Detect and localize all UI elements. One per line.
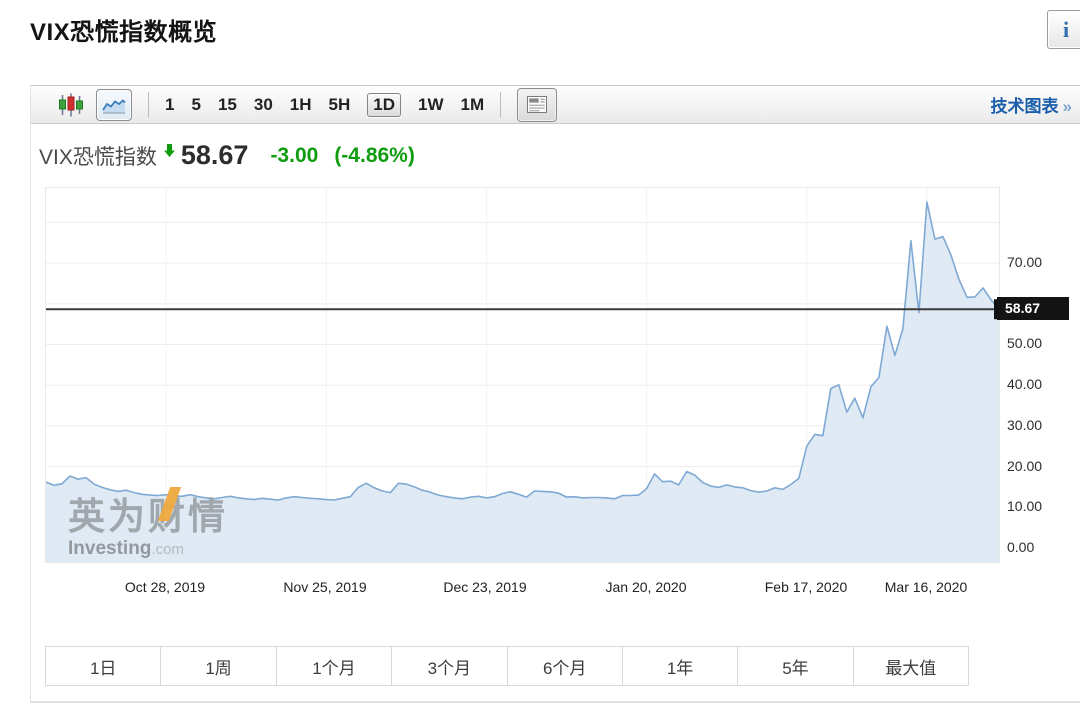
line-chart-icon xyxy=(102,98,126,114)
y-axis-label: 0.00 xyxy=(1007,539,1035,555)
news-panel-icon xyxy=(527,96,548,113)
info-icon: i xyxy=(1062,17,1070,42)
page-title: VIX恐慌指数概览 xyxy=(30,19,218,46)
y-axis-label: 20.00 xyxy=(1007,458,1043,474)
period-3个月[interactable]: 3个月 xyxy=(392,647,508,685)
interval-1H[interactable]: 1H xyxy=(289,94,312,114)
period-6个月[interactable]: 6个月 xyxy=(508,647,623,685)
chart-plot-area[interactable]: 英为财情 Investing.com xyxy=(45,187,1000,563)
chart-widget: 1 5 15 30 1H 5H 1D 1W 1M 技术图表» VIX恐慌指数 58.67 -3.… xyxy=(30,85,1080,703)
last-price-badge: 58.67 xyxy=(997,297,1069,320)
news-panel-button[interactable] xyxy=(517,87,558,122)
period-1日[interactable]: 1日 xyxy=(46,647,162,685)
toolbar-separator xyxy=(500,91,502,118)
toolbar-separator xyxy=(148,91,149,118)
y-axis-label: 30.00 xyxy=(1007,417,1043,433)
interval-5[interactable]: 5 xyxy=(191,94,201,114)
x-axis-label: Jan 20, 2020 xyxy=(605,579,687,595)
instrument-name: VIX恐慌指数 xyxy=(39,145,157,169)
x-axis-label: Oct 28, 2019 xyxy=(124,579,206,595)
interval-1D[interactable]: 1D xyxy=(367,92,401,117)
period-最大值[interactable]: 最大值 xyxy=(885,658,937,678)
interval-15[interactable]: 15 xyxy=(217,94,237,114)
period-button-row: 1日 1周 1个月 3个月 6个月 1年 5年 最大值 xyxy=(45,646,969,686)
chart-toolbar: 1 5 15 30 1H 5H 1D 1W 1M 技术图表» xyxy=(31,85,1080,124)
x-axis-label: Feb 17, 2020 xyxy=(764,579,848,595)
chart-section: 英为财情 Investing.com 70.00 50.00 40.00 30.00 2… xyxy=(31,187,1080,605)
period-5年[interactable]: 5年 xyxy=(738,647,854,685)
x-axis-label: Mar 16, 2020 xyxy=(884,579,968,595)
quote-header: VIX恐慌指数 58.67 -3.00 (-4.86%) xyxy=(31,124,1080,187)
y-axis-label: 10.00 xyxy=(1007,498,1043,514)
down-arrow-icon xyxy=(163,144,175,157)
vix-price-line xyxy=(46,201,999,501)
interval-1W[interactable]: 1W xyxy=(417,94,444,114)
price-change: -3.00 xyxy=(270,143,319,167)
last-price-axis-tick xyxy=(994,299,999,320)
interval-5H[interactable]: 5H xyxy=(328,94,351,114)
info-button[interactable]: i xyxy=(1047,10,1080,49)
chevron-right-icon: » xyxy=(1062,97,1072,116)
interval-30[interactable]: 30 xyxy=(253,94,273,114)
technical-chart-link[interactable]: 技术图表» xyxy=(990,97,1072,116)
y-axis-label: 70.00 xyxy=(1007,254,1043,270)
period-1周[interactable]: 1周 xyxy=(161,647,277,685)
y-axis-label: 40.00 xyxy=(1007,376,1043,392)
y-axis-label: 50.00 xyxy=(1007,335,1043,351)
candlestick-chart-icon[interactable] xyxy=(58,93,84,117)
x-axis-label: Dec 23, 2019 xyxy=(443,579,527,595)
interval-1[interactable]: 1 xyxy=(165,94,175,114)
period-1年[interactable]: 1年 xyxy=(623,647,739,685)
period-1个月[interactable]: 1个月 xyxy=(277,647,393,685)
price-change-percent: (-4.86%) xyxy=(334,143,415,167)
interval-1M[interactable]: 1M xyxy=(460,94,485,114)
line-chart-button[interactable] xyxy=(96,88,132,121)
x-axis-label: Nov 25, 2019 xyxy=(283,579,367,595)
vix-area-fill xyxy=(46,202,999,562)
interval-group: 1 5 15 30 1H 5H 1D 1W 1M xyxy=(165,92,485,117)
last-price: 58.67 xyxy=(180,140,249,170)
